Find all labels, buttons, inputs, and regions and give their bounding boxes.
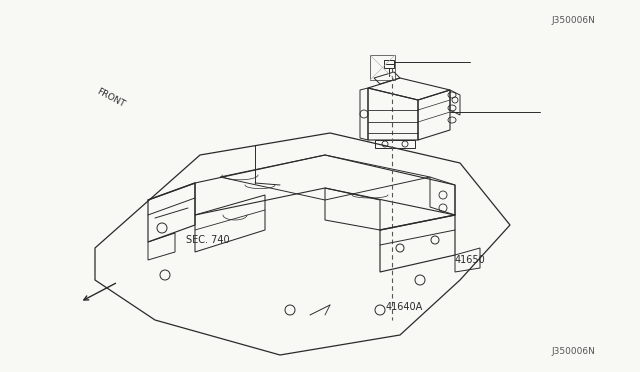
Text: 41650: 41650 (454, 256, 485, 265)
Text: FRONT: FRONT (95, 86, 126, 109)
Text: J350006N: J350006N (552, 16, 596, 25)
Text: SEC. 740: SEC. 740 (186, 235, 229, 245)
Text: J350006N: J350006N (552, 347, 596, 356)
Text: 41640A: 41640A (385, 302, 422, 312)
